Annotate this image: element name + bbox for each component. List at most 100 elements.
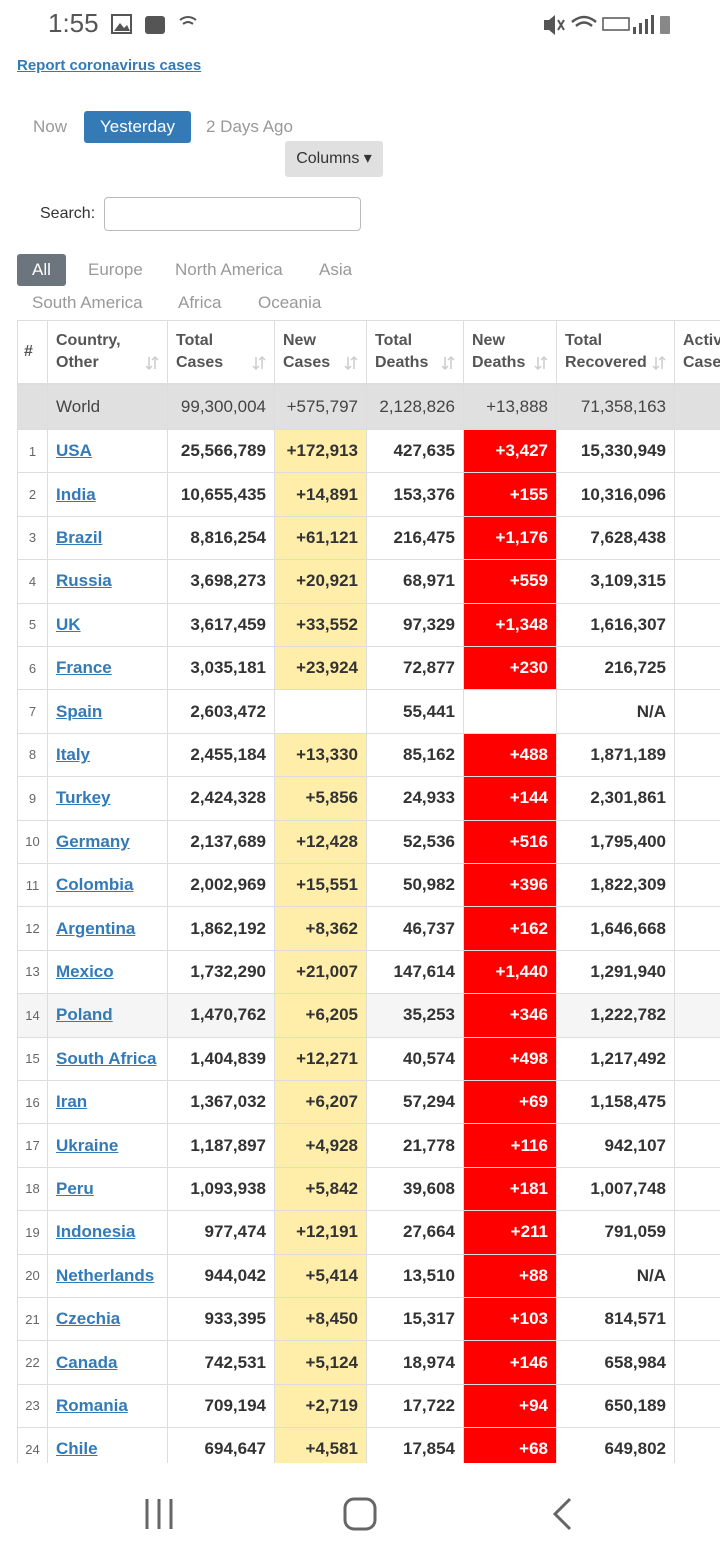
cell-text: 10 (25, 834, 40, 850)
row-cell: 216,725 (557, 647, 675, 691)
row-cell: 2 (675, 820, 720, 864)
row-cell: +6,207 (275, 1081, 367, 1125)
row-cell: +4,928 (275, 1124, 367, 1168)
cell-text: +33,552 (296, 614, 358, 634)
row-cell: 2 (17, 473, 48, 517)
country-link[interactable]: Russia (56, 571, 112, 591)
row-cell: 39,608 (367, 1167, 464, 1212)
row-cell: 1,158,475 (557, 1081, 675, 1125)
cell-text: 15,317 (403, 1309, 455, 1329)
search-input[interactable] (104, 197, 361, 231)
row-cell: Spain (48, 690, 168, 734)
row-cell: +69 (464, 1081, 557, 1125)
country-link[interactable]: India (56, 484, 96, 504)
time-tab[interactable]: Now (33, 117, 68, 136)
country-link[interactable]: Chile (56, 1439, 98, 1459)
cell-text: 2,301,861 (590, 788, 666, 808)
row-cell: 40,574 (367, 1037, 464, 1081)
row-cell: Brazil (48, 516, 168, 561)
region-tab[interactable]: Europe (88, 260, 143, 279)
cell-text: 7,628,438 (590, 527, 666, 547)
row-cell: 14 (17, 994, 48, 1038)
row-cell: 3,698,273 (168, 560, 275, 604)
country-link[interactable]: UK (56, 614, 81, 634)
region-tab[interactable]: North America (175, 260, 283, 279)
row-cell: +181 (464, 1167, 557, 1212)
sort-icon[interactable] (534, 355, 548, 371)
sort-icon[interactable] (252, 355, 266, 371)
country-link[interactable]: Mexico (56, 961, 114, 981)
country-link[interactable]: Romania (56, 1395, 128, 1415)
row-cell: +144 (464, 777, 557, 821)
country-link[interactable]: Czechia (56, 1309, 121, 1329)
row-cell: 22 (17, 1341, 48, 1385)
region-tab[interactable]: Oceania (258, 293, 322, 312)
region-tab[interactable]: Asia (319, 260, 353, 279)
cell-text: +5,856 (305, 788, 358, 808)
sort-icon[interactable] (145, 355, 159, 371)
cell-text: 147,614 (393, 961, 455, 981)
row-cell: +516 (464, 820, 557, 864)
cell-text: 8,816,254 (190, 527, 266, 547)
sort-icon[interactable] (344, 355, 358, 371)
region-tab[interactable]: All (17, 254, 66, 286)
row-cell: +12,271 (275, 1037, 367, 1081)
country-link[interactable]: USA (56, 441, 92, 461)
row-cell: 11 (17, 864, 48, 908)
cell-text: +575,797 (286, 397, 358, 416)
country-link[interactable]: Brazil (56, 527, 103, 547)
country-link[interactable]: Germany (56, 831, 130, 851)
cell-text: +88 (519, 1265, 548, 1285)
cell-text: 2,455,184 (190, 744, 266, 764)
country-link[interactable]: Canada (56, 1352, 118, 1372)
row-cell: Colombia (48, 864, 168, 908)
columns-button[interactable]: Columns ▾ (285, 141, 383, 177)
row-cell: +146 (464, 1341, 557, 1385)
cell-text: 2,424,328 (190, 788, 266, 808)
row-cell: +162 (464, 907, 557, 951)
region-tab[interactable]: South America (32, 293, 143, 312)
sort-icon[interactable] (652, 355, 666, 371)
time-tab[interactable]: 2 Days Ago (206, 117, 293, 136)
row-cell: 25,566,789 (168, 430, 275, 474)
cell-text: 99,300,004 (180, 397, 266, 416)
row-cell: South Africa (48, 1037, 168, 1081)
world-cell: +13,888 (464, 385, 557, 430)
row-cell: 2,002,969 (168, 864, 275, 908)
country-link[interactable]: Netherlands (56, 1265, 155, 1285)
cell-text: 18,974 (403, 1352, 455, 1372)
cell-text: 22 (25, 1355, 40, 1371)
cell-text: 1,367,032 (190, 1092, 266, 1112)
country-link[interactable]: Italy (56, 744, 91, 764)
country-link[interactable]: Spain (56, 701, 103, 721)
country-link[interactable]: Colombia (56, 875, 134, 895)
country-link[interactable]: Peru (56, 1178, 94, 1198)
row-cell (675, 777, 720, 821)
cell-text: 24 (25, 1441, 40, 1457)
row-cell: 1,9 (675, 603, 720, 647)
country-link[interactable]: Turkey (56, 788, 111, 808)
row-cell: 1,222,782 (557, 994, 675, 1038)
country-link[interactable]: Poland (56, 1005, 113, 1025)
cell-text: 55,441 (403, 701, 455, 721)
time-tab[interactable]: Yesterday (84, 111, 191, 143)
country-link[interactable]: Argentina (56, 918, 136, 938)
header-text: Total Deaths (375, 332, 429, 371)
cell-text: +5,414 (305, 1265, 358, 1285)
cell-text: 12 (25, 921, 40, 937)
region-tab[interactable]: Africa (178, 293, 222, 312)
cell-text: 1,222,782 (590, 1005, 666, 1025)
cell-text: 3,698,273 (190, 571, 266, 591)
cell-text: 16 (25, 1094, 40, 1110)
sort-icon[interactable] (441, 355, 455, 371)
country-link[interactable]: Iran (56, 1092, 88, 1112)
cell-text: +1,176 (495, 527, 548, 547)
country-link[interactable]: Ukraine (56, 1135, 119, 1155)
country-link[interactable]: South Africa (56, 1048, 157, 1068)
row-cell: 1 (675, 864, 720, 908)
cell-text: +68 (519, 1439, 548, 1459)
report-link[interactable]: Report coronavirus cases (17, 57, 202, 74)
row-cell: 21,778 (367, 1124, 464, 1168)
country-link[interactable]: France (56, 658, 112, 678)
country-link[interactable]: Indonesia (56, 1222, 136, 1242)
